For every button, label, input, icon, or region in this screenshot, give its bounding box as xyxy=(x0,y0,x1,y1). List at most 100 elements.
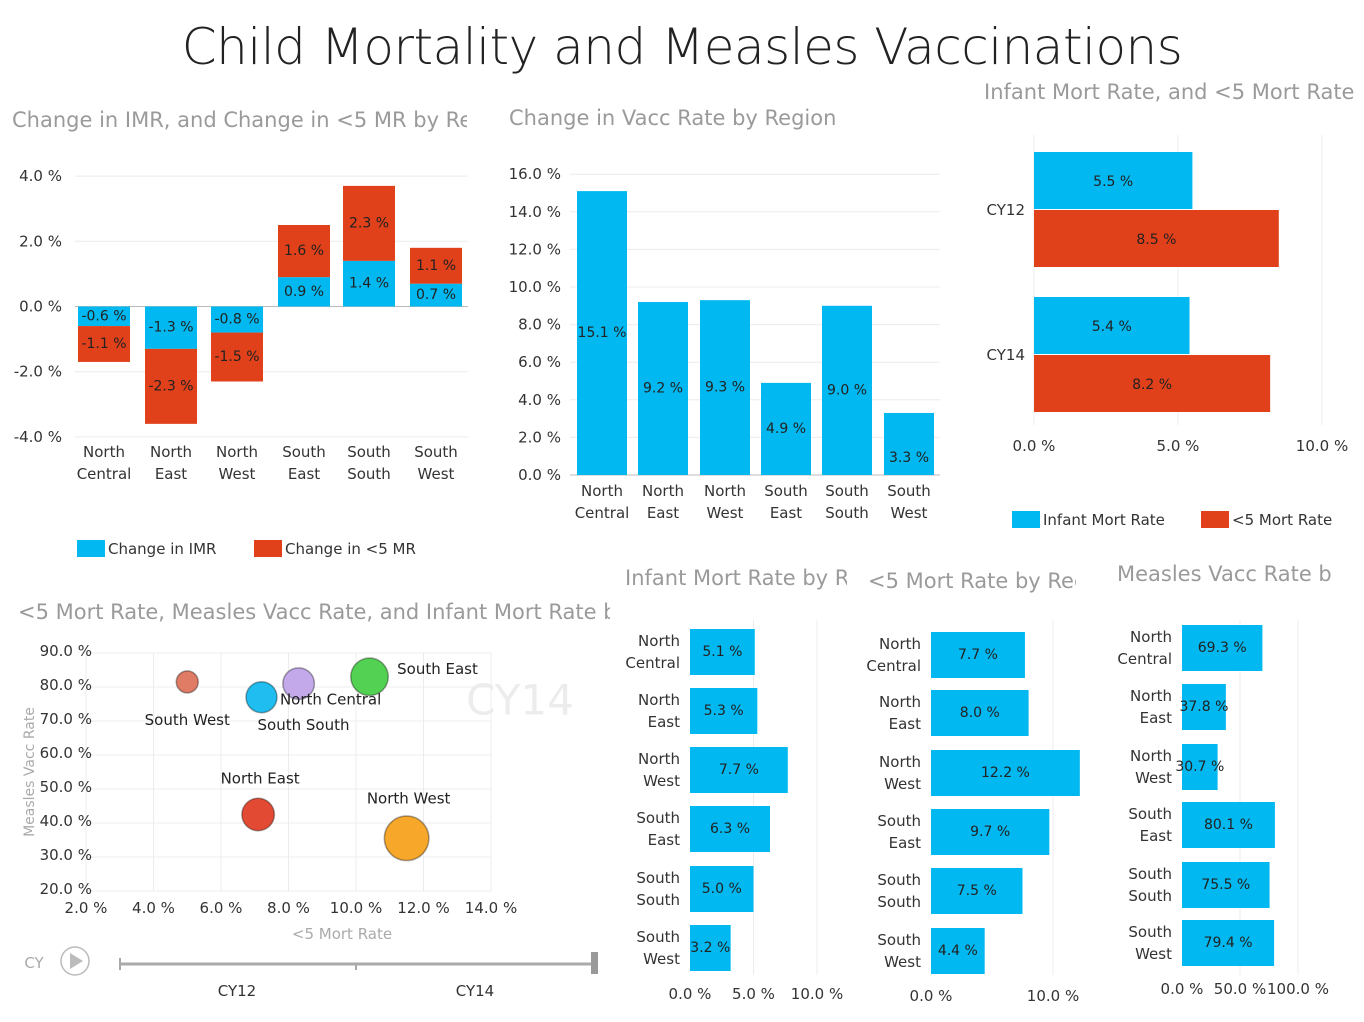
data-label: 8.2 % xyxy=(1132,377,1172,393)
x-tick-label: 0.0 % xyxy=(1013,437,1056,455)
bar-change-u5mr[interactable] xyxy=(410,247,462,284)
bar-infant-mort-rate[interactable] xyxy=(1034,297,1190,354)
bubble-north-central[interactable] xyxy=(282,667,316,701)
bar-infant-mort-rate[interactable] xyxy=(690,806,771,852)
bar-vacc-rate[interactable] xyxy=(822,305,872,475)
data-label: -0.6 % xyxy=(81,308,126,324)
bar-infant-mort-rate[interactable] xyxy=(690,925,731,971)
y-tick-label: 60.0 % xyxy=(40,744,92,762)
data-label: 69.3 % xyxy=(1198,640,1247,656)
bar-measles-vacc-rate[interactable] xyxy=(1182,802,1275,848)
imr-chart-title: Infant Mort Rate by Re xyxy=(625,566,847,590)
bar-u5-mort-rate[interactable] xyxy=(931,809,1050,855)
x-category-label-line1: South xyxy=(282,443,326,461)
play-axis-handle[interactable] xyxy=(591,952,598,974)
data-label: 5.5 % xyxy=(1093,174,1133,190)
y-tick-label: 2.0 % xyxy=(19,232,62,250)
y-category-label-line1: South xyxy=(636,869,680,887)
bar-vacc-rate[interactable] xyxy=(638,302,688,475)
bar-infant-mort-rate[interactable] xyxy=(1034,152,1193,209)
bar-change-u5mr[interactable] xyxy=(145,348,197,424)
x-category-label-line1: North xyxy=(642,482,684,500)
bar-u5-mort-rate[interactable] xyxy=(931,928,985,974)
x-category-label-line1: South xyxy=(764,482,808,500)
x-category-label-line2: Central xyxy=(575,504,630,522)
bar-u5-mort-rate[interactable] xyxy=(931,750,1080,796)
y-category-label-line2: South xyxy=(877,893,921,911)
x-category-label-line2: East xyxy=(647,504,679,522)
data-label: 8.0 % xyxy=(960,705,1000,721)
data-label: 12.2 % xyxy=(981,765,1030,781)
bar-change-u5mr[interactable] xyxy=(211,332,263,382)
y-category-label-line1: North xyxy=(879,635,921,653)
bar-vacc-rate[interactable] xyxy=(761,382,811,475)
x-category-label-line2: East xyxy=(288,465,320,483)
bar-measles-vacc-rate[interactable] xyxy=(1182,862,1270,908)
bar-u5-mort-rate[interactable] xyxy=(1034,355,1271,412)
y-tick-label: 0.0 % xyxy=(19,298,62,316)
legend-swatch xyxy=(77,540,105,557)
bar-change-u5mr[interactable] xyxy=(343,185,395,261)
y-category-label-line2: Central xyxy=(625,654,680,672)
bar-vacc-rate[interactable] xyxy=(884,412,934,475)
bar-measles-vacc-rate[interactable] xyxy=(1182,684,1226,730)
legend-swatch xyxy=(1012,511,1040,528)
data-label: 7.7 % xyxy=(958,647,998,663)
y-tick-label: 30.0 % xyxy=(40,846,92,864)
y-tick-label: 12.0 % xyxy=(509,240,561,258)
y-tick-label: 4.0 % xyxy=(518,391,561,409)
x-category-label-line1: North xyxy=(83,443,125,461)
bubble-south-east[interactable] xyxy=(350,657,389,697)
data-label: 5.1 % xyxy=(702,644,742,660)
x-tick-label: 0.0 % xyxy=(910,987,953,1005)
y-tick-label: 4.0 % xyxy=(19,167,62,185)
bar-change-imr[interactable] xyxy=(78,306,130,327)
bar-u5-mort-rate[interactable] xyxy=(931,632,1025,678)
bar-infant-mort-rate[interactable] xyxy=(690,747,788,793)
bar-u5-mort-rate[interactable] xyxy=(931,690,1029,736)
x-tick-label: 5.0 % xyxy=(1157,437,1200,455)
u5-chart-title: <5 Mort Rate by Reg xyxy=(868,569,1076,593)
data-label: 30.7 % xyxy=(1175,759,1224,775)
bar-measles-vacc-rate[interactable] xyxy=(1182,625,1263,671)
y-category-label-line2: East xyxy=(889,715,921,733)
bubble-south-south[interactable] xyxy=(245,680,278,714)
bar-change-imr[interactable] xyxy=(410,283,462,307)
bubble-south-west[interactable] xyxy=(175,670,199,694)
bar-u5-mort-rate[interactable] xyxy=(1034,210,1279,267)
bar-infant-mort-rate[interactable] xyxy=(690,629,755,675)
data-label: 80.1 % xyxy=(1204,817,1253,833)
data-label: 2.3 % xyxy=(349,215,389,231)
x-tick-label: 100.0 % xyxy=(1267,980,1329,998)
data-label: 9.2 % xyxy=(643,381,683,397)
legend-label: Change in <5 MR xyxy=(285,540,416,558)
bar-infant-mort-rate[interactable] xyxy=(690,866,754,912)
bubble-label: North Central xyxy=(280,691,381,709)
y-tick-label: 8.0 % xyxy=(518,316,561,334)
bar-change-imr[interactable] xyxy=(343,260,395,307)
bar-vacc-rate[interactable] xyxy=(577,191,627,475)
bar-change-u5mr[interactable] xyxy=(78,326,130,362)
y-category-label-line2: Central xyxy=(866,657,921,675)
legend-swatch xyxy=(254,540,282,557)
bar-change-imr[interactable] xyxy=(278,277,330,307)
bar-infant-mort-rate[interactable] xyxy=(690,688,758,734)
x-category-label-line1: North xyxy=(216,443,258,461)
bubble-north-west[interactable] xyxy=(383,815,430,862)
bar-u5-mort-rate[interactable] xyxy=(931,868,1023,914)
x-category-label-line2: West xyxy=(707,504,744,522)
bar-measles-vacc-rate[interactable] xyxy=(1182,744,1218,790)
y-tick-label: 70.0 % xyxy=(40,710,92,728)
bar-measles-vacc-rate[interactable] xyxy=(1182,920,1275,966)
bar-vacc-rate[interactable] xyxy=(700,300,750,475)
bar-change-imr[interactable] xyxy=(211,306,263,333)
bar-change-u5mr[interactable] xyxy=(278,225,330,278)
watermark-year: CY14 xyxy=(466,676,574,725)
data-label: 9.7 % xyxy=(970,824,1010,840)
data-label: 5.3 % xyxy=(704,703,744,719)
x-tick-label: 12.0 % xyxy=(397,899,449,917)
data-label: 7.7 % xyxy=(719,762,759,778)
bar-change-imr[interactable] xyxy=(145,306,197,349)
bubble-north-east[interactable] xyxy=(241,797,276,832)
